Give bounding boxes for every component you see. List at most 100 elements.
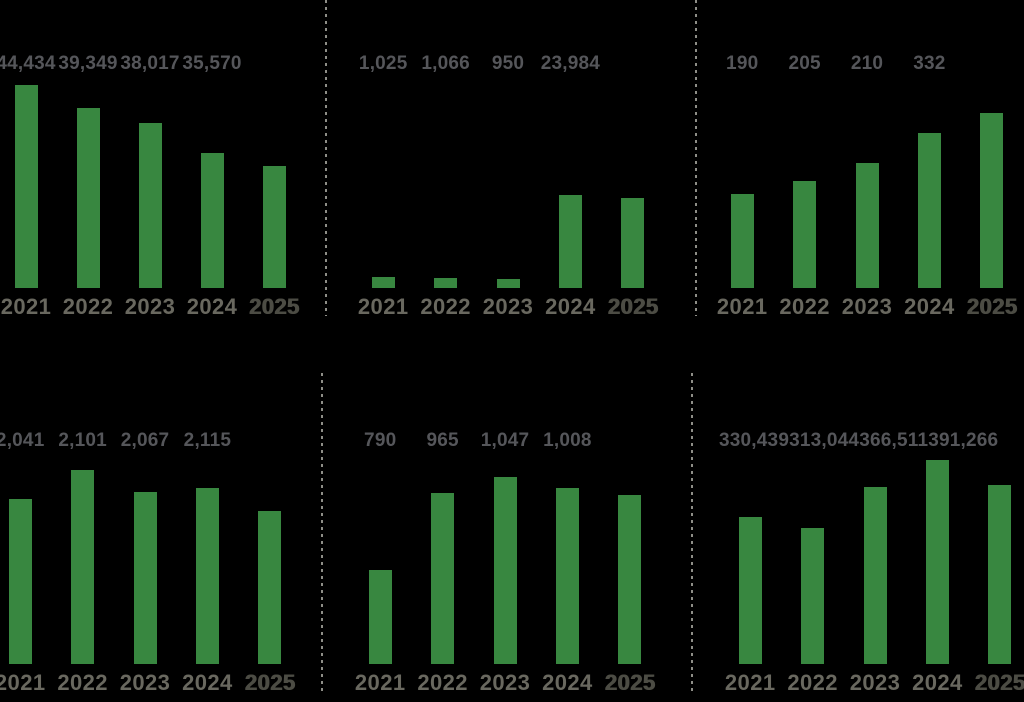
year-label-2023: 2023 [841,294,893,319]
value-label [239,430,301,452]
bar-slot [119,75,181,288]
bar-slot [711,75,773,288]
value-label: 38,017 [120,53,180,74]
year-label-2022: 2022 [787,670,838,695]
bar-2024 [555,488,579,664]
bar-2024 [200,153,224,288]
bar-slot [181,75,243,288]
bar-slot [781,452,843,664]
value-label [599,430,661,452]
bar-slot [0,75,57,288]
bar-slot [176,452,238,664]
plot-area [349,452,661,664]
bar-slot [906,452,968,664]
bar-chart-top-right: 190 205 210 332 2021 2022 2023 2024 2025 [711,53,1023,319]
bar-2021 [730,194,754,288]
bar-chart-bottom-right: 330,439 313,044 366,511 391,266 2021 2022 2023… [719,430,1024,695]
value-label: 23,984 [540,53,601,74]
bar-slot [773,75,835,288]
value-labels-row: 1,025 1,066 950 23,984 [352,53,664,75]
bar-slot [599,452,661,664]
year-label-2023: 2023 [479,670,531,695]
year-labels-row: 2021 2022 2023 2024 2025 [0,295,305,319]
value-label: 205 [788,53,821,74]
bar-slot [239,452,301,664]
bar-2021 [8,499,32,664]
value-label: 965 [426,430,459,451]
plot-area [719,452,1024,664]
year-label-2023: 2023 [119,670,171,695]
bar-2024 [558,195,582,288]
value-label: 2,115 [183,430,232,451]
year-label-2025: 2025 [966,294,1018,319]
bar-slot [474,452,536,664]
year-label-2021: 2021 [357,294,409,319]
bar-2022 [801,528,825,664]
bar-chart-bottom-middle: 790 965 1,047 1,008 2021 2022 2023 2024 2025 [349,430,661,695]
year-label-2025: 2025 [244,670,296,695]
value-label: 35,570 [182,53,242,74]
year-label-2022: 2022 [417,670,468,695]
bar-2024 [917,133,941,288]
bar-chart-top-left: 44,434 39,349 38,017 35,570 2021 2022 2023 2024… [0,53,305,319]
value-label: 330,439 [719,430,790,451]
year-labels-row: 2021 2022 2023 2024 2025 [0,671,301,695]
bar-slot [349,452,411,664]
bar-chart-bottom-left: 2,041 2,101 2,067 2,115 2021 2022 2023 2024 2025 [0,430,301,695]
year-label-2024: 2024 [186,294,238,319]
plot-area [0,75,305,288]
bar-2023 [138,123,162,288]
bar-slot [411,452,473,664]
bar-2022 [71,470,95,664]
value-labels-row: 190 205 210 332 [711,53,1023,75]
year-labels-row: 2021 2022 2023 2024 2025 [719,671,1024,695]
bar-2023 [855,163,879,288]
bar-2025 [618,495,642,664]
value-label: 391,266 [928,430,999,451]
value-label: 2,101 [58,430,107,451]
bar-2024 [195,488,219,664]
bar-2024 [925,460,949,664]
bar-slot [844,452,906,664]
column-divider-top-2 [695,0,697,316]
year-label-2024: 2024 [904,294,955,319]
year-label-2024: 2024 [182,670,233,695]
value-label: 1,008 [543,430,592,451]
value-label: 1,066 [421,53,470,74]
column-divider-top-1 [325,0,327,316]
bar-slot [0,452,51,664]
year-labels-row: 2021 2022 2023 2024 2025 [352,295,664,319]
year-label-2025: 2025 [604,670,656,695]
bar-2021 [14,85,38,288]
bar-2023 [493,477,517,664]
year-label-2022: 2022 [779,294,830,319]
value-label [602,53,664,75]
year-label-2021: 2021 [0,294,52,319]
year-label-2021: 2021 [354,670,406,695]
value-labels-row: 2,041 2,101 2,067 2,115 [0,430,301,452]
year-label-2022: 2022 [62,294,114,319]
bar-slot [539,75,601,288]
year-label-2021: 2021 [0,670,46,695]
bar-2023 [863,487,887,664]
value-label: 210 [850,53,884,74]
column-divider-bottom-1 [321,373,323,691]
year-label-2021: 2021 [716,294,768,319]
year-labels-row: 2021 2022 2023 2024 2025 [349,671,661,695]
plot-area [711,75,1023,288]
year-label-2022: 2022 [420,294,471,319]
bar-2025 [258,511,282,664]
value-label [998,430,1024,452]
year-label-2024: 2024 [542,670,593,695]
bar-slot [898,75,960,288]
year-label-2022: 2022 [57,670,108,695]
value-labels-row: 790 965 1,047 1,008 [349,430,661,452]
value-labels-row: 330,439 313,044 366,511 391,266 [719,430,1024,452]
value-label: 313,044 [789,430,860,451]
value-label: 950 [491,53,525,74]
bar-slot [352,75,414,288]
year-label-2025: 2025 [974,670,1024,695]
year-label-2024: 2024 [545,294,596,319]
year-labels-row: 2021 2022 2023 2024 2025 [711,295,1023,319]
